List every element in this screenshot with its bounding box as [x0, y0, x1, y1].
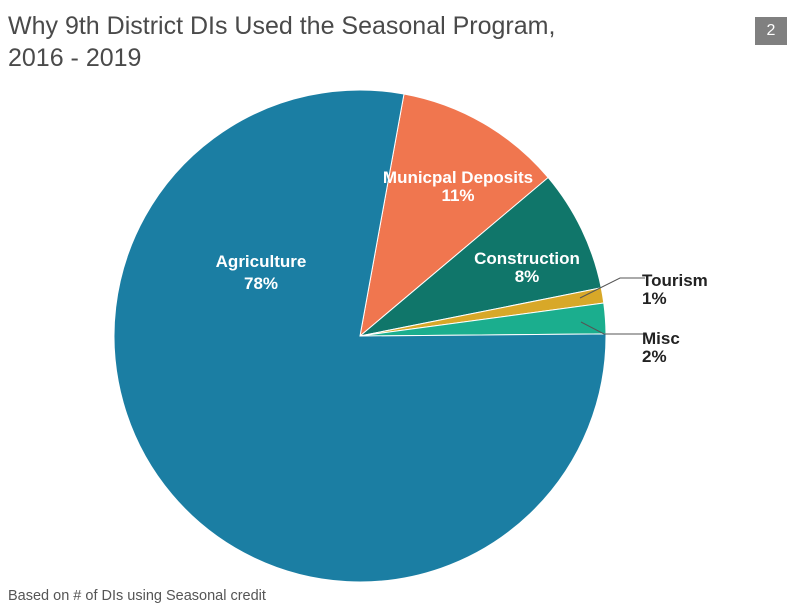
- svg-text:Misc: Misc: [642, 329, 680, 348]
- svg-text:8%: 8%: [515, 267, 540, 286]
- svg-text:Agriculture: Agriculture: [216, 252, 307, 271]
- svg-text:1%: 1%: [642, 289, 667, 308]
- svg-text:11%: 11%: [441, 186, 474, 205]
- svg-text:Tourism: Tourism: [642, 271, 708, 290]
- svg-text:78%: 78%: [244, 274, 278, 293]
- svg-text:Construction: Construction: [474, 249, 580, 268]
- svg-text:Municpal Deposits: Municpal Deposits: [383, 168, 533, 187]
- svg-text:2%: 2%: [642, 347, 667, 366]
